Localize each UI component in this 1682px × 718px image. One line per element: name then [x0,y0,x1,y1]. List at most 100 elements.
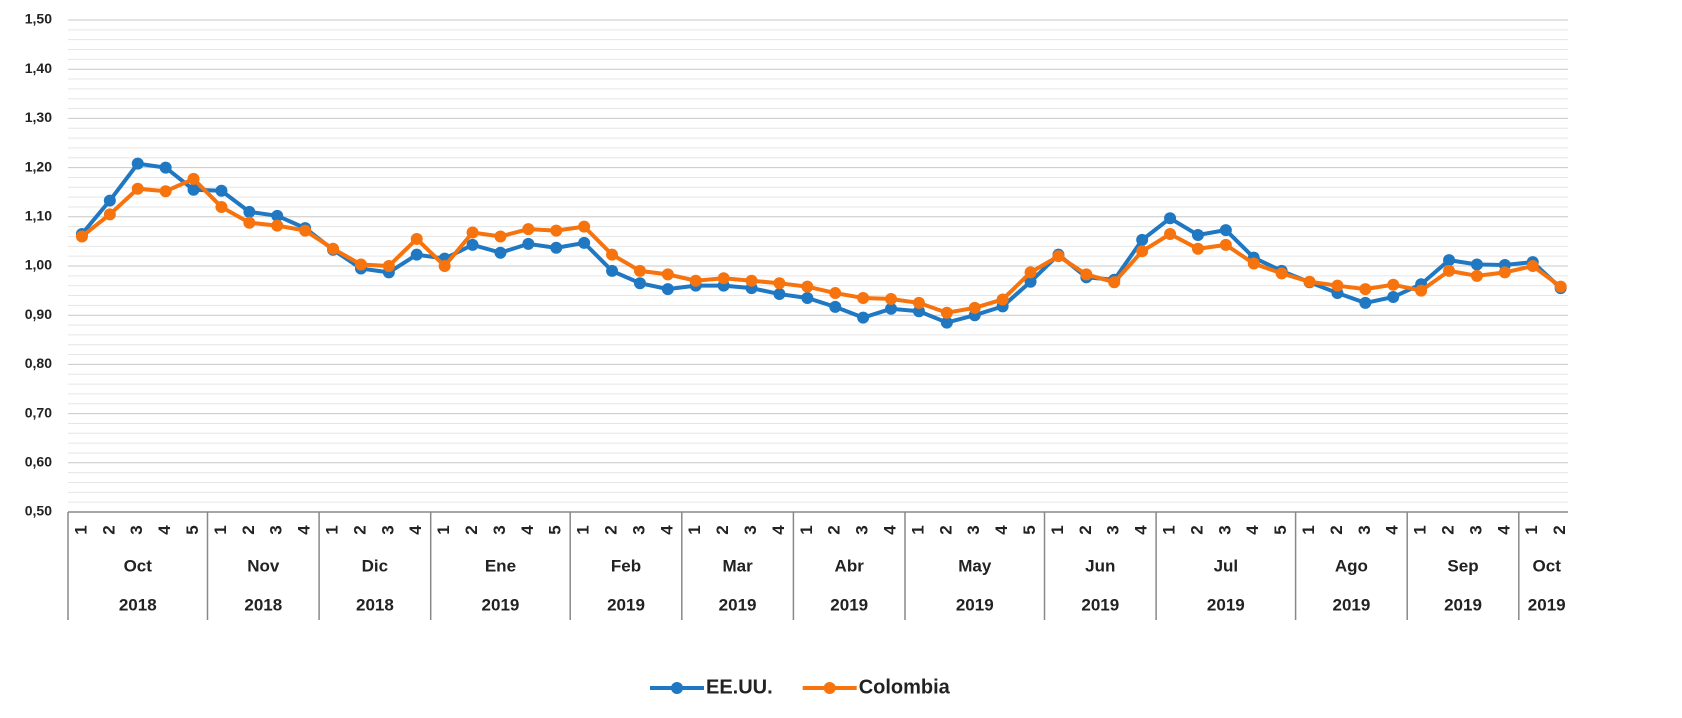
point [606,264,619,277]
month-label: Sep [1447,556,1478,575]
point [661,283,674,296]
point [578,236,591,249]
x-tick-label: 3 [629,525,648,534]
x-tick-label: 3 [964,525,983,534]
point [327,242,340,255]
point [1387,278,1400,291]
x-tick-label: 2 [1187,525,1206,534]
x-tick-label: 2 [825,525,844,534]
point [550,241,563,254]
month-label: Oct [1533,556,1562,575]
point [885,302,898,315]
point [522,223,535,236]
x-tick-label: 2 [713,525,732,534]
x-tick-label: 4 [769,525,788,535]
x-tick-label: 4 [657,525,676,535]
x-tick-label: 5 [1020,525,1039,534]
y-tick-label: 1,50 [25,11,52,27]
point [1470,258,1483,271]
point [1359,296,1372,309]
point [940,306,953,319]
x-tick-label: 2 [1439,525,1458,534]
x-tick-label: 4 [155,525,174,535]
x-tick-label: 1 [1160,525,1179,534]
y-tick-label: 0,70 [25,404,52,420]
point [773,277,786,290]
point [1108,276,1121,289]
x-tick-label: 2 [1550,525,1569,534]
point [1498,266,1511,279]
point [243,216,256,229]
x-tick-label: 2 [936,525,955,534]
point [159,185,172,198]
point [466,226,479,239]
point [215,200,228,213]
point [912,305,925,318]
x-tick-label: 3 [378,525,397,534]
x-tick-label: 2 [462,525,481,534]
x-tick-label: 3 [490,525,509,534]
point [801,280,814,293]
point [494,230,507,243]
point [1247,257,1260,270]
point [1136,245,1149,258]
y-tick-label: 0,60 [25,454,52,470]
point [243,205,256,218]
point [1219,224,1232,237]
y-tick-label: 0,50 [25,503,52,519]
x-tick-label: 2 [602,525,621,534]
point [606,248,619,261]
point [1080,268,1093,281]
point [689,274,702,287]
year-label: 2018 [244,595,282,614]
year-label: 2019 [956,595,994,614]
year-label: 2019 [607,595,645,614]
x-tick-label: 3 [1215,525,1234,534]
x-tick-label: 4 [881,525,900,535]
point [1443,254,1456,267]
x-tick-label: 1 [1048,525,1067,534]
point [578,220,591,233]
x-tick-label: 3 [1104,525,1123,534]
x-tick-label: 1 [323,525,342,534]
point [550,224,563,237]
point [717,272,730,285]
month-label: Jul [1214,556,1239,575]
x-tick-label: 3 [853,525,872,534]
point [271,219,284,232]
x-tick-label: 1 [797,525,816,534]
point [1275,267,1288,280]
point [1191,229,1204,242]
year-label: 2018 [119,595,157,614]
x-tick-label: 1 [1299,525,1318,534]
point [801,291,814,304]
year-label: 2019 [1332,595,1370,614]
x-tick-label: 5 [1271,525,1290,534]
point [1554,280,1567,293]
x-tick-label: 4 [295,525,314,535]
point [1024,266,1037,279]
point [1443,264,1456,277]
point [745,274,758,287]
legend-label: EE.UU. [706,676,773,698]
point [103,208,116,221]
point [968,301,981,314]
year-label: 2018 [356,595,394,614]
point [1164,212,1177,225]
point [633,264,646,277]
x-tick-label: 1 [685,525,704,534]
x-tick-label: 5 [546,525,565,534]
legend-marker [671,682,683,694]
point [996,293,1009,306]
x-tick-label: 4 [518,525,537,535]
point [633,277,646,290]
year-label: 2019 [482,595,520,614]
x-tick-label: 4 [1494,525,1513,535]
point [410,248,423,261]
point [1359,283,1372,296]
point [1164,228,1177,241]
year-label: 2019 [1081,595,1119,614]
month-label: Ene [485,556,516,575]
year-label: 2019 [1207,595,1245,614]
